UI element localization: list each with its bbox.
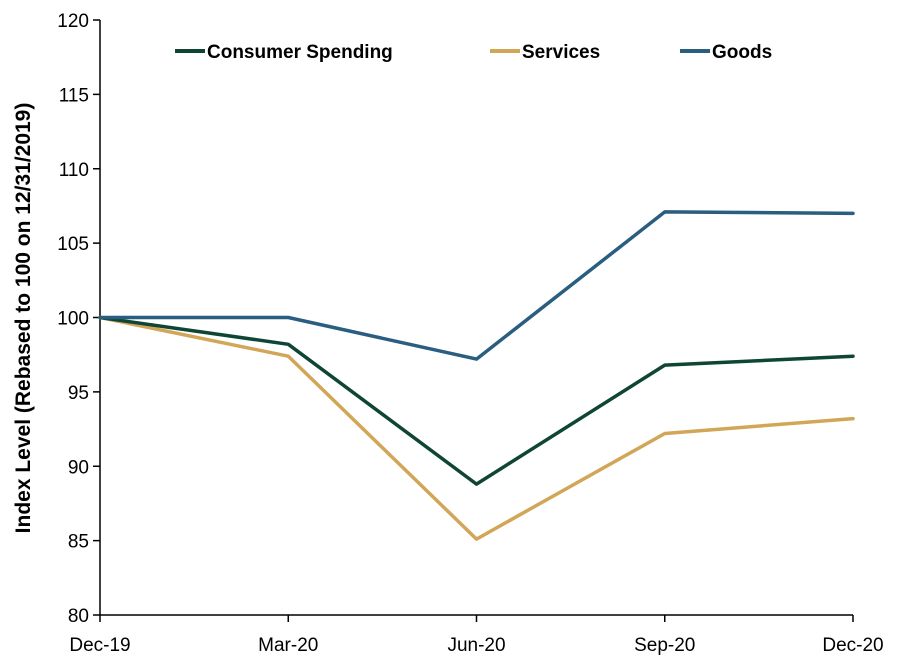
x-axis-ticks: Dec-19 Mar-20 Jun-20 Sep-20 Dec-20 (69, 615, 884, 656)
y-tick-label: 120 (57, 11, 89, 32)
legend-label-consumer-spending: Consumer Spending (207, 42, 393, 63)
y-tick-label: 100 (57, 309, 89, 330)
x-tick-label: Jun-20 (447, 635, 505, 656)
y-axis-ticks: 80 85 90 95 100 105 110 115 120 (57, 11, 100, 627)
x-tick-label: Dec-20 (822, 635, 883, 656)
x-tick-label: Dec-19 (69, 635, 130, 656)
x-tick-label: Sep-20 (634, 635, 695, 656)
y-axis-title: Index Level (Rebased to 100 on 12/31/201… (12, 103, 35, 534)
legend: Consumer Spending Services Goods (175, 42, 772, 63)
y-tick-label: 90 (68, 457, 89, 478)
series-lines (98, 210, 855, 541)
x-tick-label: Mar-20 (258, 635, 318, 656)
y-tick-label: 115 (59, 85, 89, 106)
y-tick-label: 95 (68, 383, 89, 404)
legend-label-goods: Goods (712, 42, 772, 63)
y-tick-label: 80 (68, 606, 89, 627)
y-tick-label: 110 (59, 160, 89, 181)
series-line-goods (98, 210, 855, 361)
y-tick-label: 105 (57, 234, 89, 255)
legend-label-services: Services (522, 42, 600, 63)
series-line-services (98, 315, 855, 541)
series-line-consumer-spending (98, 315, 855, 486)
y-tick-label: 85 (68, 532, 89, 553)
